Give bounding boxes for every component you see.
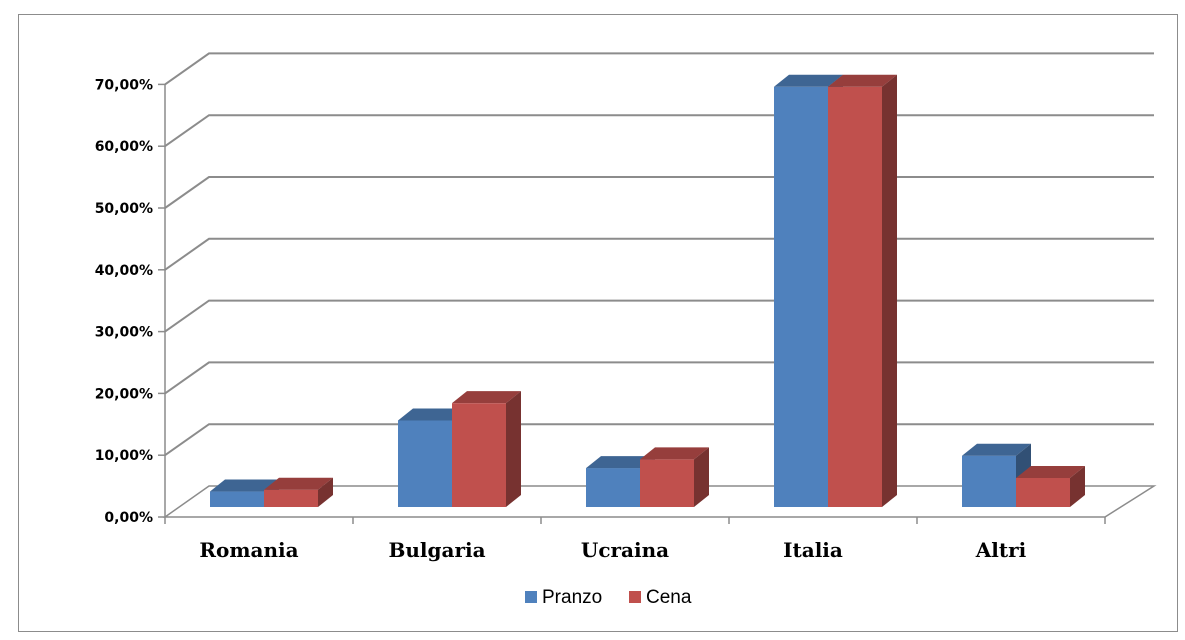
bar-side-face [694, 447, 709, 507]
bar-cena-italia [828, 86, 882, 507]
gridline [164, 114, 1154, 148]
x-tick-label: Italia [783, 538, 843, 562]
y-tick-label: 0,00% [104, 510, 153, 526]
bar-pranzo-altri [962, 455, 1016, 507]
legend-label-pranzo: Pranzo [542, 587, 602, 608]
y-tick-label: 40,00% [95, 263, 153, 279]
bar-top-face [210, 479, 279, 492]
bar-top-face [452, 391, 521, 404]
bar-cena-bulgaria [452, 403, 506, 507]
bar-pranzo-ucraina [586, 468, 640, 507]
bar-top-face [586, 456, 655, 469]
bar-cena-altri [1016, 477, 1070, 507]
y-tick-label: 60,00% [95, 139, 153, 155]
gridline [164, 52, 1154, 86]
bar-cena-ucraina [640, 459, 694, 507]
chart-floor [162, 485, 1157, 518]
bar-side-face [506, 391, 521, 507]
legend-swatch-pranzo [525, 591, 537, 603]
bar-side-face [882, 74, 897, 507]
bar-top-face [640, 447, 709, 460]
legend-swatch-cena [629, 591, 641, 603]
x-tick-label: Romania [199, 538, 298, 562]
legend-label-cena: Cena [646, 587, 692, 608]
x-tick-label: Ucraina [581, 538, 669, 562]
bar-side-face [1070, 465, 1085, 507]
gridline [164, 361, 1154, 395]
y-tick-label: 70,00% [95, 77, 153, 93]
x-tick-label: Altri [975, 538, 1027, 562]
bar-top-face [1016, 465, 1085, 478]
bar-cena-romania [264, 489, 318, 507]
bar-top-face [774, 74, 843, 87]
bar-pranzo-romania [210, 491, 264, 507]
gridline [164, 237, 1154, 271]
x-tick-label: Bulgaria [388, 538, 485, 562]
bar-top-face [962, 443, 1031, 456]
y-tick-label: 50,00% [95, 201, 153, 217]
bar-pranzo-italia [774, 86, 828, 507]
bar-top-face [828, 74, 897, 87]
y-tick-label: 30,00% [95, 325, 153, 341]
bar-side-face [318, 477, 333, 507]
y-tick-label: 10,00% [95, 448, 153, 464]
bar-top-face [264, 477, 333, 490]
chart-frame [18, 14, 1178, 632]
gridline [164, 299, 1154, 333]
bar-top-face [398, 408, 467, 421]
gridline [164, 176, 1154, 209]
y-tick-label: 20,00% [95, 386, 153, 402]
bar-pranzo-bulgaria [398, 420, 452, 507]
